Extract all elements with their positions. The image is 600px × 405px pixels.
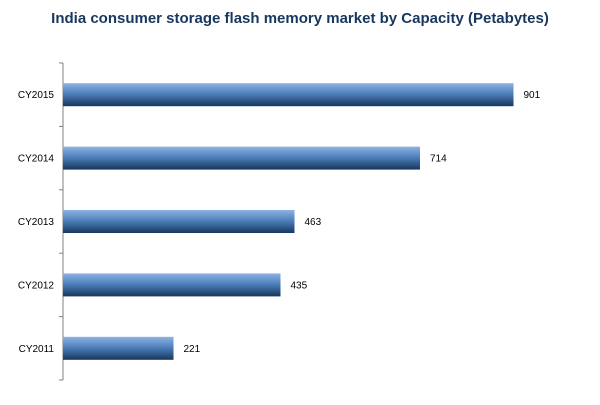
value-label: 714 (430, 154, 447, 165)
value-label: 463 (305, 217, 322, 228)
category-label: CY2011 (19, 344, 55, 355)
bar-cy2015 (63, 83, 514, 107)
category-label: CY2012 (18, 280, 55, 291)
value-label: 901 (524, 90, 541, 101)
value-label: 221 (184, 344, 201, 355)
bar-cy2012 (63, 273, 281, 297)
category-label: CY2013 (18, 217, 55, 228)
category-label: CY2014 (18, 154, 55, 165)
chart-title: India consumer storage flash memory mark… (51, 10, 549, 27)
bar-cy2014 (63, 146, 420, 170)
value-label: 435 (291, 280, 308, 291)
bar-cy2011 (63, 336, 174, 360)
bar-cy2013 (63, 210, 295, 233)
category-label: CY2015 (18, 90, 55, 101)
